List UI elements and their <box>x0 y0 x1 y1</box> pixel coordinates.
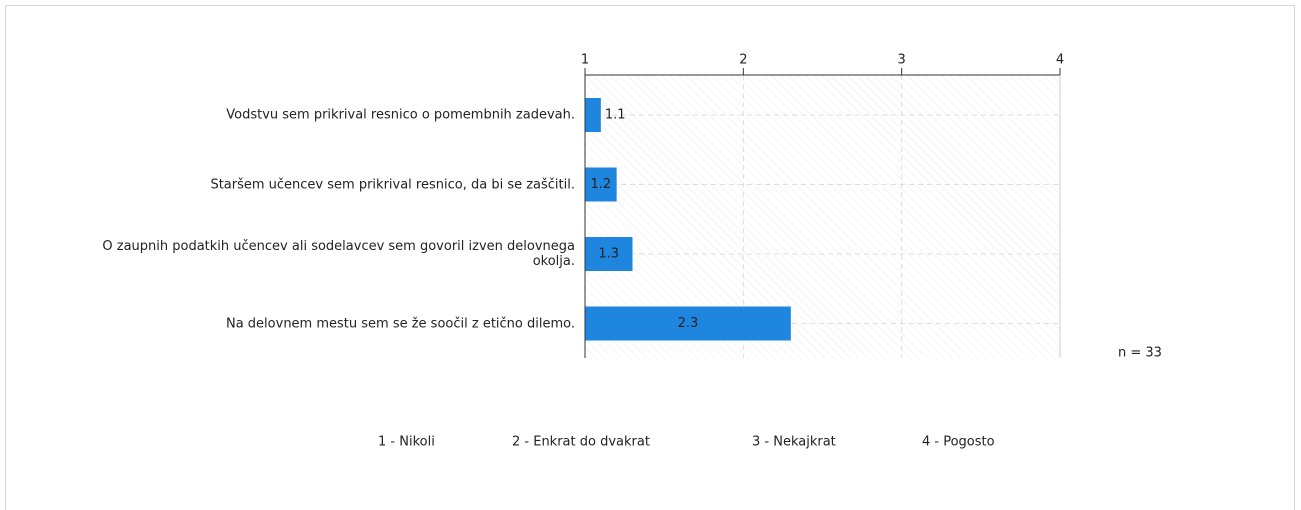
value-label: 1.3 <box>598 247 619 262</box>
value-label: 2.3 <box>678 316 699 331</box>
bar <box>585 237 633 271</box>
annotation: n = 33 <box>1118 346 1162 361</box>
scale-legend-label: 3 - Nekajkrat <box>752 435 836 450</box>
category-label: Staršem učencev sem prikrival resnico, d… <box>210 177 575 192</box>
x-tick-label: 1 <box>581 53 589 68</box>
frame <box>5 5 1295 510</box>
bar <box>585 98 601 132</box>
category-label: Vodstvu sem prikrival resnico o pomembni… <box>226 107 575 123</box>
x-tick-label: 3 <box>898 53 906 68</box>
category-label: Na delovnem mestu sem se že soočil z eti… <box>225 316 575 331</box>
scale-legend-label: 1 - Nikoli <box>378 435 435 450</box>
bar <box>585 167 617 202</box>
value-label: 1.2 <box>590 177 611 192</box>
x-tick-label: 4 <box>1056 53 1064 68</box>
scale-legend-label: 4 - Pogosto <box>922 435 995 450</box>
scale-legend-label: 2 - Enkrat do dvakrat <box>512 435 650 450</box>
bar <box>585 306 791 341</box>
value-label: 1.1 <box>605 108 626 123</box>
x-tick-label: 2 <box>739 53 747 68</box>
category-label: O zaupnih podatkih učencev ali sodelavce… <box>102 239 575 269</box>
